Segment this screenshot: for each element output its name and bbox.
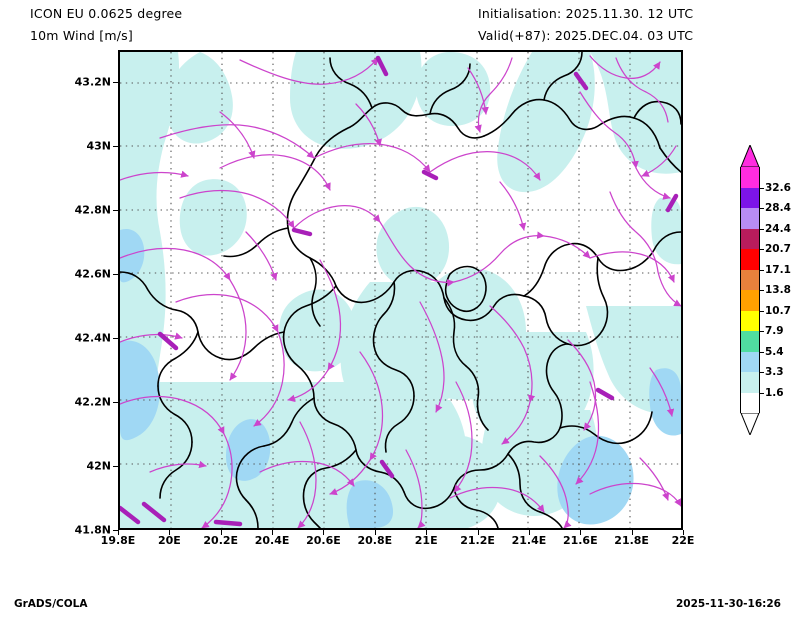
- colorbar-label: 3.3: [765, 366, 784, 378]
- lon-tick-label: 20.8E: [357, 534, 393, 547]
- lon-tick: [374, 530, 376, 535]
- colorbar-band: [740, 372, 760, 393]
- lat-tick-label: 42.6N: [74, 267, 111, 281]
- lat-tick: [113, 274, 118, 275]
- colorbar-tick: [760, 392, 764, 394]
- map-svg: [120, 52, 681, 528]
- lon-tick-label: 21.6E: [562, 534, 598, 547]
- lon-tick: [169, 530, 171, 535]
- windspeed-shading-band-2: [120, 228, 681, 528]
- colorbar-tick: [760, 249, 764, 250]
- lon-tick: [683, 530, 684, 535]
- colorbar-band: [740, 331, 760, 352]
- colorbar-label: 7.9: [765, 325, 784, 337]
- lon-tick: [528, 530, 530, 535]
- initialisation-time: Initialisation: 2025.11.30. 12 UTC: [478, 6, 694, 21]
- lon-tick-label: 20.4E: [254, 534, 290, 547]
- colorbar-top-arrow: [740, 145, 760, 168]
- colorbar[interactable]: 1.6 3.3 5.4 7.9 10.7 13.8 17.1 20.7 24.4 28.4 32.6: [740, 145, 791, 435]
- colorbar-band: [740, 249, 760, 270]
- colorbar-tick: [760, 269, 764, 271]
- lat-tick: [113, 466, 118, 467]
- colorbar-label: 13.8: [765, 284, 791, 296]
- colorbar-band: [740, 167, 760, 188]
- colorbar-tick: [760, 208, 764, 209]
- colorbar-label: 32.6: [765, 181, 791, 194]
- lat-tick-label: 42.8N: [74, 203, 111, 217]
- lat-tick-label: 42N: [86, 459, 111, 473]
- map-canvas: [120, 52, 681, 528]
- windspeed-shading-band-1: [120, 52, 681, 528]
- lon-tick: [220, 530, 222, 535]
- colorbar-tick: [760, 290, 764, 291]
- colorbar-label: 1.6: [765, 386, 784, 399]
- lon-tick: [426, 530, 428, 535]
- lat-tick: [113, 82, 118, 83]
- colorbar-band: [740, 228, 760, 249]
- lon-tick-label: 20E: [157, 534, 181, 547]
- lon-tick-label: 20.2E: [203, 534, 239, 547]
- colorbar-band: [740, 290, 760, 311]
- colorbar-band: [740, 310, 760, 331]
- lon-tick: [580, 530, 582, 535]
- colorbar-label: 20.7: [765, 243, 791, 255]
- colorbar-tick: [760, 187, 764, 189]
- wind-streamlines: [120, 55, 681, 528]
- lon-tick: [118, 530, 119, 535]
- lon-tick-label: 19.8E: [100, 534, 136, 547]
- colorbar-band: [740, 269, 760, 290]
- colorbar-tick: [760, 372, 764, 373]
- colorbar-label: 17.1: [765, 263, 791, 276]
- colorbar-label: 24.4: [765, 222, 791, 235]
- colorbar-band: [740, 208, 760, 229]
- colorbar-band: [740, 392, 760, 413]
- lat-tick: [113, 146, 118, 147]
- colorbar-label: 5.4: [765, 345, 784, 358]
- lat-tick-label: 42.4N: [74, 331, 111, 345]
- lon-tick: [323, 530, 325, 535]
- footer-credit: GrADS/COLA: [14, 598, 88, 610]
- colorbar-label: 10.7: [765, 304, 791, 317]
- valid-time: Valid(+87): 2025.DEC.04. 03 UTC: [478, 28, 694, 43]
- colorbar-arrows: [740, 145, 760, 435]
- colorbar-band: [740, 187, 760, 208]
- lon-tick-label: 21E: [414, 534, 438, 547]
- map-gridlines: [120, 52, 681, 528]
- lat-tick: [113, 530, 118, 531]
- colorbar-band: [740, 351, 760, 372]
- admin-boundaries: [120, 52, 681, 528]
- footer-timestamp: 2025-11-30-16:26: [676, 598, 781, 610]
- colorbar-tick: [760, 228, 764, 230]
- lat-tick-label: 43N: [86, 139, 111, 153]
- lon-tick: [272, 530, 274, 535]
- lat-tick: [113, 402, 118, 403]
- lon-tick-label: 21.4E: [511, 534, 547, 547]
- lat-tick-label: 42.2N: [74, 395, 111, 409]
- lon-tick-label: 21.8E: [614, 534, 649, 547]
- colorbar-bottom-arrow: [740, 412, 760, 435]
- wind-barb-markers: [120, 55, 679, 527]
- lon-tick: [631, 530, 633, 535]
- field-title: 10m Wind [m/s]: [30, 28, 133, 43]
- colorbar-tick: [760, 331, 764, 332]
- lat-tick-label: 43.2N: [74, 75, 111, 89]
- map-plot-area[interactable]: [118, 50, 683, 530]
- lon-tick-label: 20.6E: [306, 534, 341, 547]
- lat-tick: [113, 210, 118, 211]
- colorbar-label: 28.4: [765, 202, 791, 214]
- lon-tick: [477, 530, 479, 535]
- colorbar-tick: [760, 351, 764, 353]
- model-title: ICON EU 0.0625 degree: [30, 6, 183, 21]
- lat-tick-label: 41.8N: [74, 523, 111, 537]
- lon-tick-label: 22E: [671, 534, 695, 547]
- lon-tick-label: 21.2E: [460, 534, 495, 547]
- lat-tick: [113, 338, 118, 339]
- colorbar-tick: [760, 310, 764, 312]
